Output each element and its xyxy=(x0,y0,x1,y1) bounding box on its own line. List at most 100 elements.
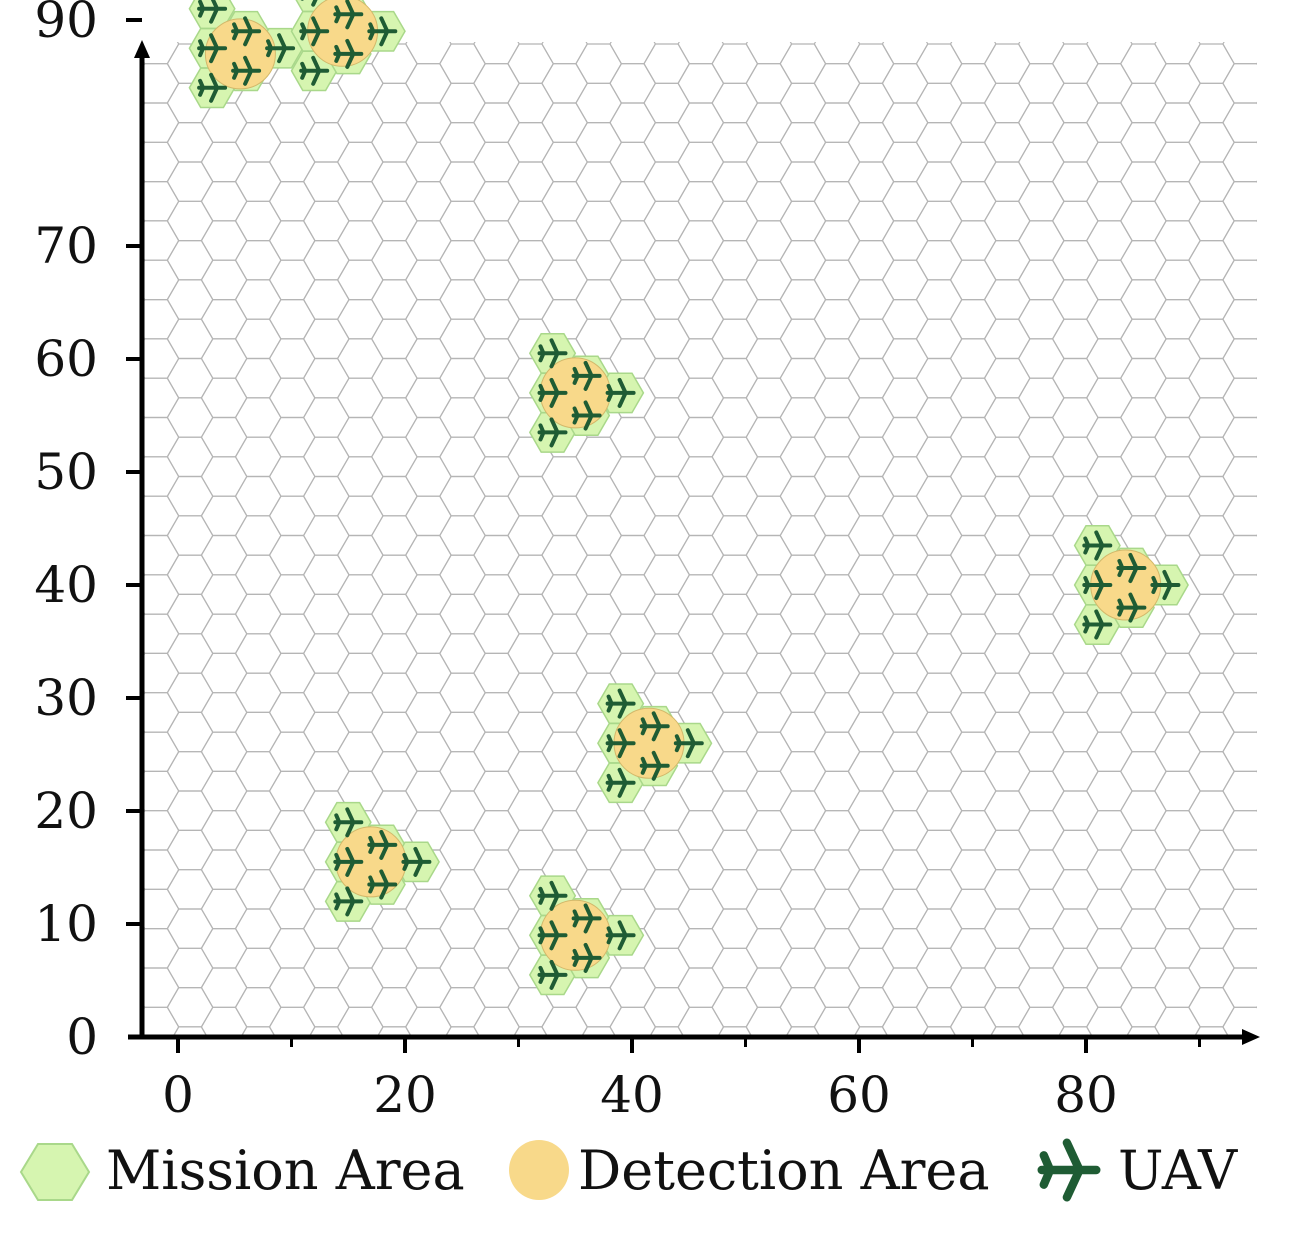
grid-hex xyxy=(813,181,861,222)
grid-hex xyxy=(473,63,520,104)
grid-hex xyxy=(439,908,486,949)
grid-hex xyxy=(949,338,997,379)
grid-hex xyxy=(779,82,827,124)
grid-hex xyxy=(813,1006,861,1037)
grid-hex xyxy=(200,967,248,1008)
grid-hex xyxy=(1120,397,1167,438)
grid-hex xyxy=(1154,967,1201,1008)
grid-hex xyxy=(268,810,316,851)
grid-hex xyxy=(405,731,452,773)
grid-hex xyxy=(643,200,691,242)
grid-hex xyxy=(1188,43,1235,84)
grid-hex xyxy=(200,927,248,969)
grid-hex xyxy=(507,43,554,84)
grid-hex xyxy=(1188,121,1235,163)
grid-hex xyxy=(785,1026,821,1037)
grid-hex xyxy=(1086,338,1133,379)
grid-hex xyxy=(949,495,997,537)
grid-hex xyxy=(541,652,588,694)
grid-hex xyxy=(881,338,929,379)
grid-hex xyxy=(1017,652,1065,694)
grid-hex xyxy=(541,613,588,655)
grid-hex xyxy=(575,436,623,478)
grid-hex xyxy=(1222,181,1257,222)
grid-hex xyxy=(541,220,588,261)
grid-hex xyxy=(1051,121,1099,163)
grid-hex xyxy=(813,770,861,812)
grid-hex xyxy=(711,357,759,399)
grid-hex xyxy=(1120,436,1167,478)
x-axis-arrow xyxy=(1242,1029,1260,1045)
grid-hex xyxy=(166,986,214,1028)
grid-hex xyxy=(200,534,248,576)
grid-hex xyxy=(268,692,316,733)
grid-hex xyxy=(677,888,725,930)
grid-hex xyxy=(166,829,214,871)
grid-hex xyxy=(881,967,929,1008)
grid-hex xyxy=(200,181,248,222)
grid-hex xyxy=(234,200,282,242)
grid-hex xyxy=(779,240,827,281)
grid-hex xyxy=(677,338,725,379)
grid-hex xyxy=(949,141,997,183)
grid-hex xyxy=(166,672,214,714)
grid-hex xyxy=(507,593,554,635)
grid-hex xyxy=(745,416,793,458)
grid-hex xyxy=(234,790,282,832)
grid-hex xyxy=(336,377,384,419)
grid-hex xyxy=(336,299,384,340)
grid-hex xyxy=(268,102,316,143)
grid-hex xyxy=(1188,711,1235,753)
grid-hex xyxy=(268,731,316,773)
grid-hex xyxy=(643,790,691,832)
grid-hex xyxy=(643,633,691,674)
grid-hex xyxy=(949,416,997,458)
grid-hex xyxy=(200,299,248,340)
grid-hex xyxy=(1017,770,1065,812)
grid-hex xyxy=(166,475,214,517)
grid-hex xyxy=(711,240,759,281)
grid-hex xyxy=(677,181,725,222)
grid-hex xyxy=(240,1026,277,1037)
grid-hex xyxy=(1188,279,1235,320)
grid-hex xyxy=(308,1026,345,1037)
grid-hex xyxy=(847,908,895,949)
grid-hex xyxy=(371,751,418,792)
grid-hex xyxy=(166,161,214,202)
grid-hex xyxy=(371,240,418,281)
grid-hex xyxy=(643,554,691,596)
grid-hex xyxy=(336,534,384,576)
grid-hex xyxy=(268,338,316,379)
grid-hex xyxy=(200,220,248,261)
grid-hex xyxy=(1057,1026,1094,1037)
grid-hex xyxy=(1120,986,1167,1028)
grid-hex xyxy=(983,200,1031,242)
grid-hex xyxy=(779,318,827,360)
grid-hex xyxy=(473,377,520,419)
grid-hex xyxy=(1120,908,1167,949)
grid-hex xyxy=(779,357,827,399)
grid-hex xyxy=(405,416,452,458)
grid-hex xyxy=(336,731,384,773)
legend-mission-swatch xyxy=(19,1143,91,1201)
y-tick-label: 40 xyxy=(34,556,98,614)
grid-hex xyxy=(779,869,827,910)
grid-hex xyxy=(711,593,759,635)
grid-hex xyxy=(371,593,418,635)
grid-hex xyxy=(200,495,248,537)
grid-hex xyxy=(1154,102,1201,143)
grid-hex xyxy=(1154,299,1201,340)
grid-hex xyxy=(881,181,929,222)
grid-hex xyxy=(779,947,827,989)
grid-hex xyxy=(268,574,316,615)
grid-hex xyxy=(1222,299,1257,340)
grid-hex xyxy=(847,436,895,478)
grid-hex xyxy=(439,436,486,478)
grid-hex xyxy=(711,43,759,84)
grid-hex xyxy=(1188,240,1235,281)
grid-hex xyxy=(439,279,486,320)
grid-hex xyxy=(575,475,623,517)
grid-hex xyxy=(745,692,793,733)
grid-hex xyxy=(1222,849,1257,890)
grid-hex xyxy=(166,711,214,753)
